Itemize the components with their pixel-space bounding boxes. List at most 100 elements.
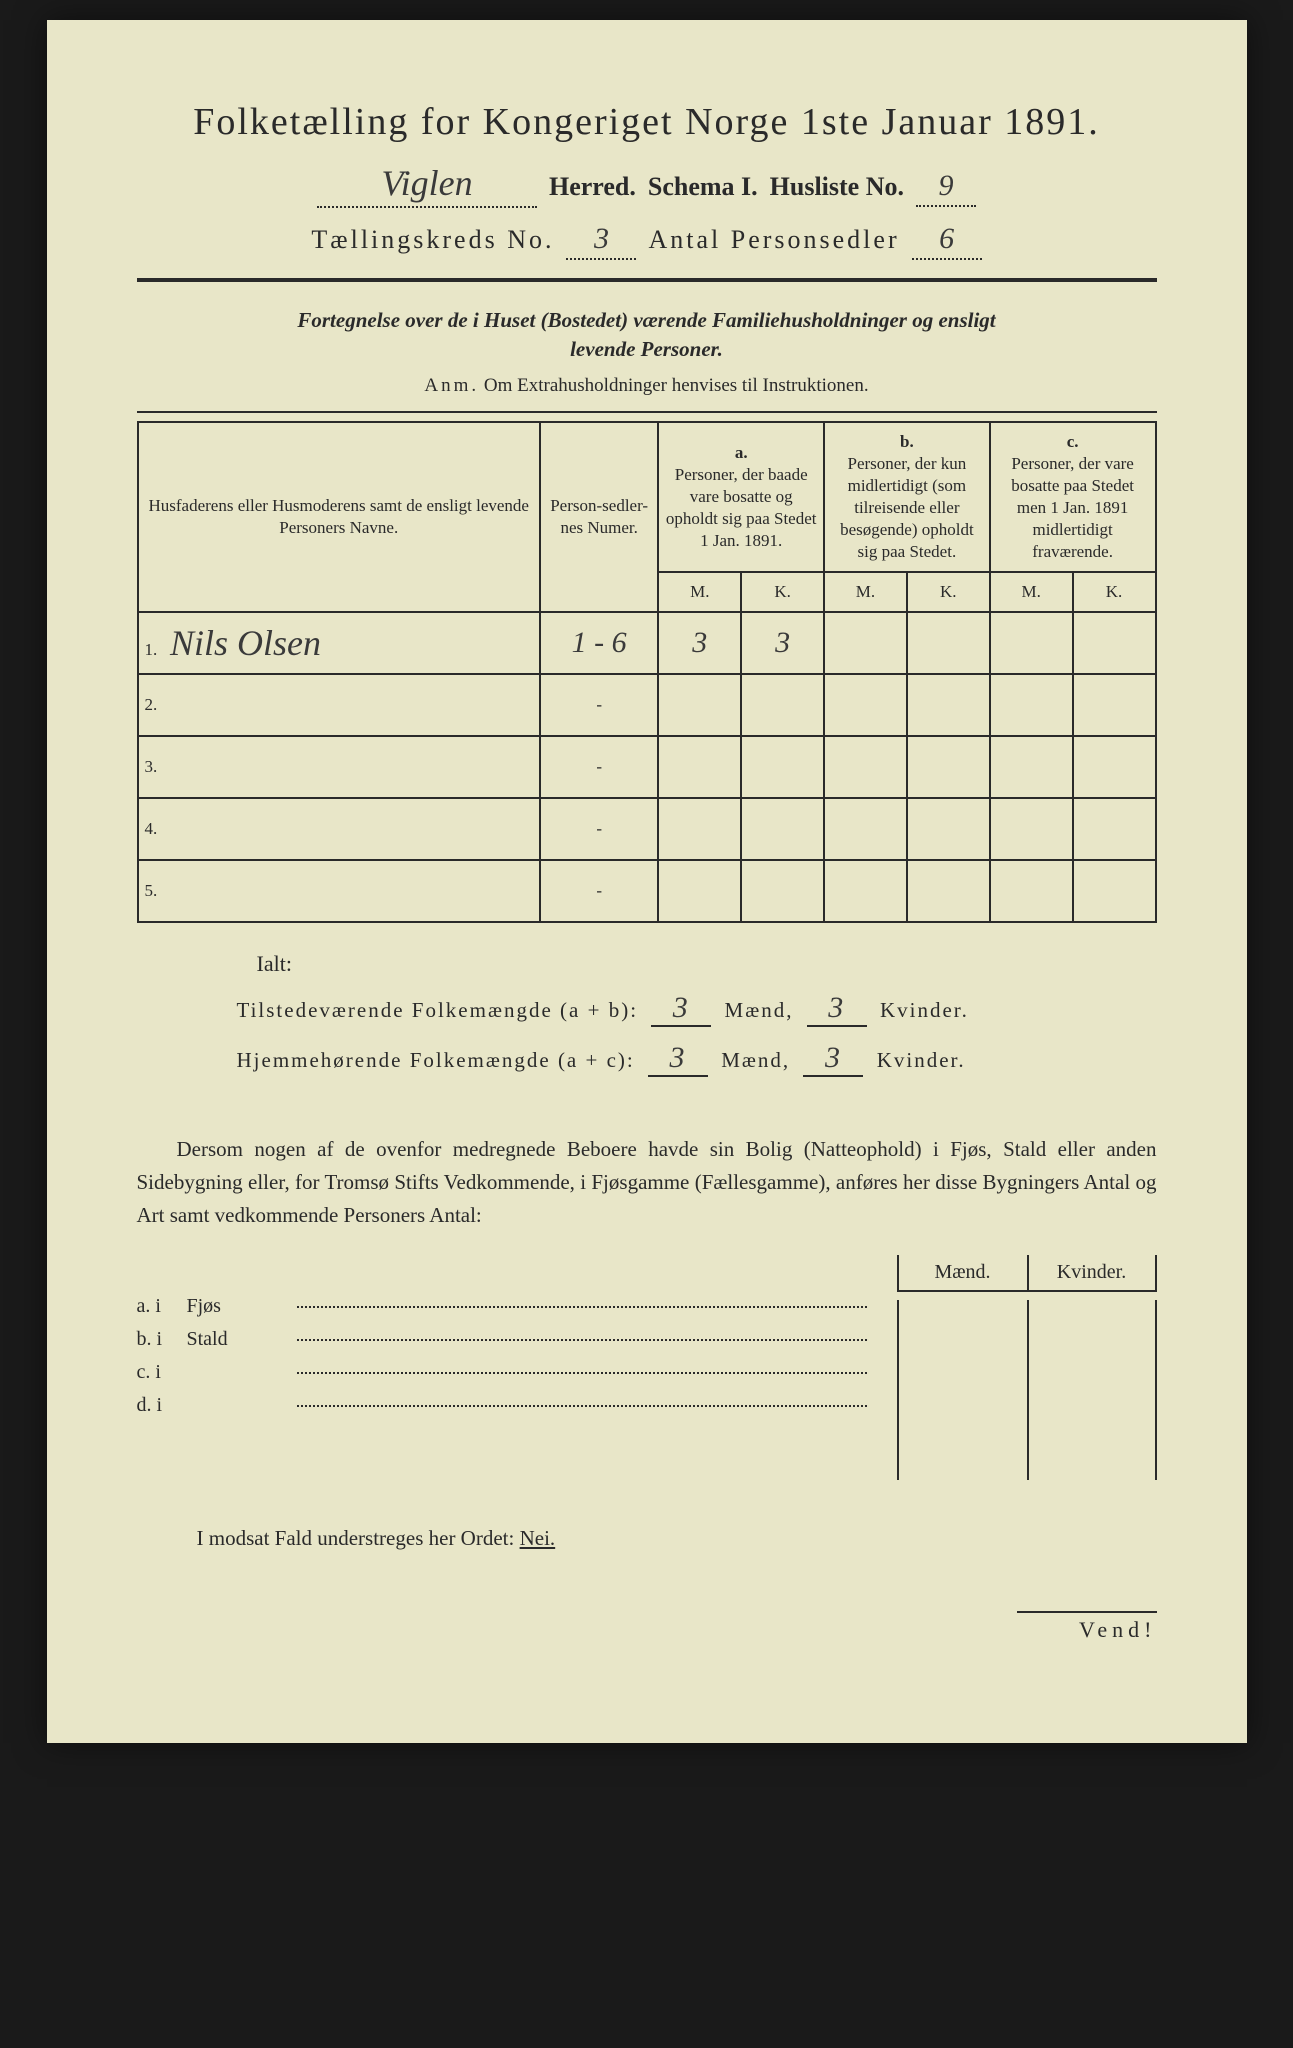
outbuilding-list: a. iFjøs b. iStald c. i d. i xyxy=(137,1255,867,1480)
ob-label: c. i xyxy=(137,1361,187,1384)
row-cm xyxy=(990,736,1073,798)
th-c: c. Personer, der vare bosatte paa Stedet… xyxy=(990,422,1156,573)
row-ck xyxy=(1073,612,1156,674)
ob-type: Stald xyxy=(187,1328,297,1351)
row-bm xyxy=(824,612,907,674)
outbuilding-row: d. i xyxy=(137,1394,867,1417)
fortegnelse-l2: levende Personer. xyxy=(570,337,723,361)
herred-label: Herred. xyxy=(549,172,636,202)
th-num: Person-sedler-nes Numer. xyxy=(540,422,658,613)
ob-kvinder-head: Kvinder. xyxy=(1027,1255,1157,1292)
table-row: 1. Nils Olsen1 - 633 xyxy=(138,612,1156,674)
outbuilding-row: b. iStald xyxy=(137,1328,867,1351)
row-ak xyxy=(741,674,824,736)
divider xyxy=(137,411,1157,413)
th-bm: M. xyxy=(824,572,907,612)
th-bk: K. xyxy=(907,572,990,612)
ialt-label: Ialt: xyxy=(257,951,1157,977)
herred-value: Viglen xyxy=(317,162,537,208)
total-present: Tilstedeværende Folkemængde (a + b): 3 M… xyxy=(237,991,1157,1027)
row-bk xyxy=(907,860,990,922)
row-cm xyxy=(990,612,1073,674)
row-bm xyxy=(824,736,907,798)
th-am: M. xyxy=(658,572,741,612)
row-name-cell: 1. Nils Olsen xyxy=(138,612,540,674)
anm-label: Anm. xyxy=(424,375,479,396)
total-resident-m: 3 xyxy=(648,1041,708,1077)
antal-value: 6 xyxy=(912,222,982,260)
row-ak xyxy=(741,798,824,860)
row-ak xyxy=(741,736,824,798)
row-num-cell: 1 - 6 xyxy=(540,612,658,674)
row-num-cell: - xyxy=(540,798,658,860)
th-c-text: Personer, der vare bosatte paa Stedet me… xyxy=(997,453,1149,563)
row-cm xyxy=(990,674,1073,736)
ob-dots xyxy=(297,1372,867,1374)
modsat-line: I modsat Fald understreges her Ordet: Ne… xyxy=(137,1526,1157,1551)
th-b: b. Personer, der kun midlertidigt (som t… xyxy=(824,422,990,573)
schema-label: Schema I. xyxy=(648,172,758,202)
totals-block: Ialt: Tilstedeværende Folkemængde (a + b… xyxy=(237,951,1157,1077)
table-row: 3. - xyxy=(138,736,1156,798)
th-ak: K. xyxy=(741,572,824,612)
row-ak: 3 xyxy=(741,612,824,674)
row-name-cell: 3. xyxy=(138,736,540,798)
th-ck: K. xyxy=(1073,572,1156,612)
modsat-nei: Nei. xyxy=(520,1526,556,1550)
table-row: 2. - xyxy=(138,674,1156,736)
row-am xyxy=(658,736,741,798)
table-row: 5. - xyxy=(138,860,1156,922)
row-ck xyxy=(1073,674,1156,736)
row-bk xyxy=(907,674,990,736)
fortegnelse-heading: Fortegnelse over de i Huset (Bostedet) v… xyxy=(137,306,1157,365)
maend-label: Mænd, xyxy=(721,1048,790,1072)
dersom-paragraph: Dersom nogen af de ovenfor medregnede Be… xyxy=(137,1133,1157,1231)
antal-label: Antal Personsedler xyxy=(648,225,899,255)
row-am xyxy=(658,798,741,860)
row-cm xyxy=(990,860,1073,922)
th-b-text: Personer, der kun midlertidigt (som tilr… xyxy=(831,453,983,563)
total-resident-label: Hjemmehørende Folkemængde (a + c): xyxy=(237,1048,635,1072)
row-am: 3 xyxy=(658,612,741,674)
header-row-2: Tællingskreds No. 3 Antal Personsedler 6 xyxy=(137,222,1157,260)
ob-type: Fjøs xyxy=(187,1295,297,1318)
row-name-cell: 5. xyxy=(138,860,540,922)
census-form-page: Folketælling for Kongeriget Norge 1ste J… xyxy=(47,20,1247,1743)
husliste-value: 9 xyxy=(916,169,976,207)
row-name-cell: 2. xyxy=(138,674,540,736)
th-a: a. Personer, der baade vare bosatte og o… xyxy=(658,422,824,573)
th-c-label: c. xyxy=(997,431,1149,453)
row-name-cell: 4. xyxy=(138,798,540,860)
ob-maend-head: Mænd. xyxy=(897,1255,1027,1292)
row-bk xyxy=(907,612,990,674)
row-am xyxy=(658,674,741,736)
ob-label: a. i xyxy=(137,1295,187,1318)
anm-note: Anm. Om Extrahusholdninger henvises til … xyxy=(137,375,1157,397)
outbuilding-mk: Mænd. Kvinder. xyxy=(897,1255,1157,1480)
ob-maend-col xyxy=(897,1300,1027,1480)
kreds-label: Tællingskreds No. xyxy=(311,225,554,255)
row-num-cell: - xyxy=(540,674,658,736)
th-a-text: Personer, der baade vare bosatte og opho… xyxy=(665,464,817,552)
kvinder-label: Kvinder. xyxy=(877,1048,966,1072)
row-num-cell: - xyxy=(540,860,658,922)
row-bm xyxy=(824,674,907,736)
total-resident-k: 3 xyxy=(803,1041,863,1077)
row-bk xyxy=(907,798,990,860)
outbuilding-block: a. iFjøs b. iStald c. i d. i Mænd. Kvinder. xyxy=(137,1255,1157,1480)
kreds-value: 3 xyxy=(566,222,636,260)
ob-label: d. i xyxy=(137,1394,187,1417)
outbuilding-row: c. i xyxy=(137,1361,867,1384)
outbuilding-row: a. iFjøs xyxy=(137,1295,867,1318)
divider xyxy=(137,278,1157,282)
ob-dots xyxy=(297,1306,867,1308)
total-present-k: 3 xyxy=(807,991,867,1027)
fortegnelse-l1: Fortegnelse over de i Huset (Bostedet) v… xyxy=(297,308,995,332)
census-table: Husfaderens eller Husmoderens samt de en… xyxy=(137,421,1157,924)
modsat-text: I modsat Fald understreges her Ordet: xyxy=(197,1526,520,1550)
total-present-label: Tilstedeværende Folkemængde (a + b): xyxy=(237,998,639,1022)
row-ak xyxy=(741,860,824,922)
ob-dots xyxy=(297,1405,867,1407)
th-b-label: b. xyxy=(831,431,983,453)
header-row-1: Viglen Herred. Schema I. Husliste No. 9 xyxy=(137,162,1157,208)
